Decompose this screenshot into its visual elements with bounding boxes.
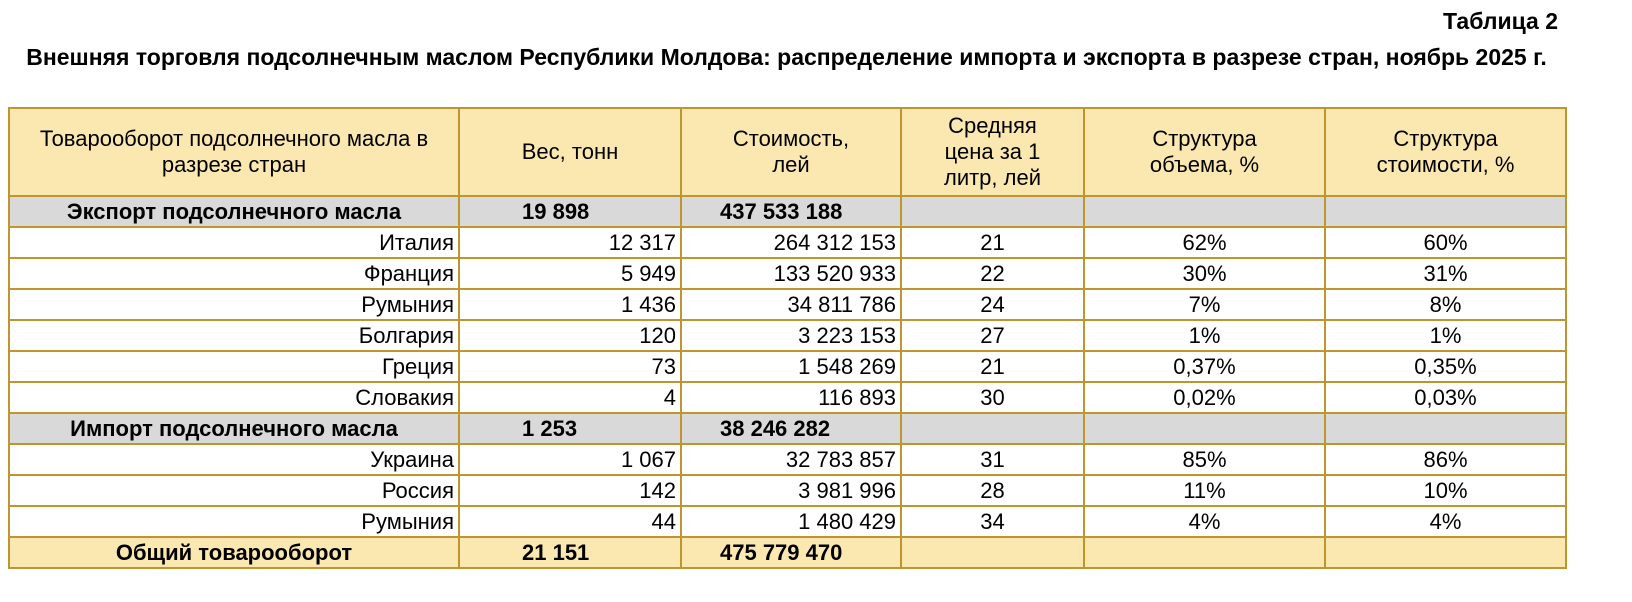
table-row: Румыния 1 436 34 811 786 24 7% 8% xyxy=(8,288,1567,321)
table-cell: 22 xyxy=(900,257,1085,290)
table-cell: Румыния xyxy=(8,505,460,538)
table-cell: 34 811 786 xyxy=(680,288,902,321)
table-cell xyxy=(1083,536,1326,569)
table-cell: 11% xyxy=(1083,474,1326,507)
table-cell: 32 783 857 xyxy=(680,443,902,476)
table-cell: Греция xyxy=(8,350,460,383)
table-cell: 3 223 153 xyxy=(680,319,902,352)
table-cell: 10% xyxy=(1324,474,1567,507)
table-cell: 7% xyxy=(1083,288,1326,321)
table-row: Словакия 4 116 893 30 0,02% 0,03% xyxy=(8,381,1567,414)
table-cell: 1% xyxy=(1324,319,1567,352)
table-cell: 264 312 153 xyxy=(680,226,902,259)
table-cell xyxy=(1083,412,1326,445)
table-cell: Импорт подсолнечного масла xyxy=(8,412,460,445)
table-cell: 85% xyxy=(1083,443,1326,476)
table-row: Румыния 44 1 480 429 34 4% 4% xyxy=(8,505,1567,538)
table-cell: 19 898 xyxy=(458,195,682,228)
table-row: Франция 5 949 133 520 933 22 30% 31% xyxy=(8,257,1567,290)
table-row: Украина 1 067 32 783 857 31 85% 86% xyxy=(8,443,1567,476)
table-cell: 1 436 xyxy=(458,288,682,321)
header-cell: Товарооборот подсолнечного масла в разре… xyxy=(8,107,460,197)
table-cell: 3 981 996 xyxy=(680,474,902,507)
header-cell: Средняя цена за 1 литр, лей xyxy=(900,107,1085,197)
table-cell: Франция xyxy=(8,257,460,290)
table-cell: Румыния xyxy=(8,288,460,321)
header-cell: Структура объема, % xyxy=(1083,107,1326,197)
table-cell: 5 949 xyxy=(458,257,682,290)
table-cell: 1 480 429 xyxy=(680,505,902,538)
table-cell: 1 253 xyxy=(458,412,682,445)
table-cell: 21 xyxy=(900,350,1085,383)
table-cell: 30 xyxy=(900,381,1085,414)
table-cell: 24 xyxy=(900,288,1085,321)
table-cell: 12 317 xyxy=(458,226,682,259)
table-cell: 60% xyxy=(1324,226,1567,259)
table-cell xyxy=(1083,195,1326,228)
table-cell: 0,35% xyxy=(1324,350,1567,383)
table-cell: 0,02% xyxy=(1083,381,1326,414)
table-cell xyxy=(900,195,1085,228)
trade-table: Товарооборот подсолнечного масла в разре… xyxy=(8,107,1567,569)
header-cell: Стоимость, лей xyxy=(680,107,902,197)
table-cell: 34 xyxy=(900,505,1085,538)
table-cell: Общий товарооборот xyxy=(8,536,460,569)
table-cell: Россия xyxy=(8,474,460,507)
table-cell: 21 151 xyxy=(458,536,682,569)
table-cell: 28 xyxy=(900,474,1085,507)
table-cell: Болгария xyxy=(8,319,460,352)
table-cell xyxy=(1324,195,1567,228)
table-cell: 120 xyxy=(458,319,682,352)
table-cell: 142 xyxy=(458,474,682,507)
table-cell: 475 779 470 xyxy=(680,536,902,569)
table-cell: 30% xyxy=(1083,257,1326,290)
table-cell: 4% xyxy=(1083,505,1326,538)
table-title: Внешняя торговля подсолнечным маслом Рес… xyxy=(26,44,1547,70)
table-cell: 86% xyxy=(1324,443,1567,476)
table-row: Италия 12 317 264 312 153 21 62% 60% xyxy=(8,226,1567,259)
total-row: Общий товарооборот 21 151 475 779 470 xyxy=(8,536,1567,569)
table-cell: Словакия xyxy=(8,381,460,414)
header-cell: Вес, тонн xyxy=(458,107,682,197)
table-cell: Экспорт подсолнечного масла xyxy=(8,195,460,228)
subtotal-row: Импорт подсолнечного масла 1 253 38 246 28… xyxy=(8,412,1567,445)
table-cell: Италия xyxy=(8,226,460,259)
header-row: Товарооборот подсолнечного масла в разре… xyxy=(8,107,1567,197)
table-cell: Украина xyxy=(8,443,460,476)
table-cell: 1 548 269 xyxy=(680,350,902,383)
table-cell: 31 xyxy=(900,443,1085,476)
table-cell: 133 520 933 xyxy=(680,257,902,290)
table-cell xyxy=(900,412,1085,445)
table-number: Таблица 2 xyxy=(1442,8,1558,34)
table-cell: 27 xyxy=(900,319,1085,352)
table-cell: 4 xyxy=(458,381,682,414)
table-cell: 1 067 xyxy=(458,443,682,476)
table-cell: 31% xyxy=(1324,257,1567,290)
table-cell: 21 xyxy=(900,226,1085,259)
table-cell: 0,03% xyxy=(1324,381,1567,414)
table-cell: 4% xyxy=(1324,505,1567,538)
table-cell: 44 xyxy=(458,505,682,538)
table-row: Греция 73 1 548 269 21 0,37% 0,35% xyxy=(8,350,1567,383)
table-cell: 8% xyxy=(1324,288,1567,321)
table-cell: 1% xyxy=(1083,319,1326,352)
table-cell: 38 246 282 xyxy=(680,412,902,445)
table-row: Болгария 120 3 223 153 27 1% 1% xyxy=(8,319,1567,352)
table-cell: 437 533 188 xyxy=(680,195,902,228)
table-cell xyxy=(900,536,1085,569)
table-cell xyxy=(1324,536,1567,569)
table-cell: 0,37% xyxy=(1083,350,1326,383)
table-cell: 116 893 xyxy=(680,381,902,414)
table-cell xyxy=(1324,412,1567,445)
subtotal-row: Экспорт подсолнечного масла 19 898 437 533… xyxy=(8,195,1567,228)
table-cell: 73 xyxy=(458,350,682,383)
header-cell: Структура стоимости, % xyxy=(1324,107,1567,197)
table-cell: 62% xyxy=(1083,226,1326,259)
table-row: Россия 142 3 981 996 28 11% 10% xyxy=(8,474,1567,507)
